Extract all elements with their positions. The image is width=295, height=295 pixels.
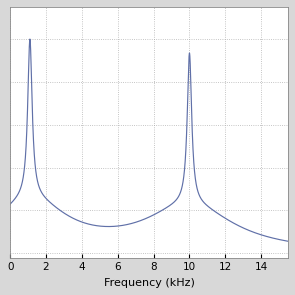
X-axis label: Frequency (kHz): Frequency (kHz) [104,278,195,288]
